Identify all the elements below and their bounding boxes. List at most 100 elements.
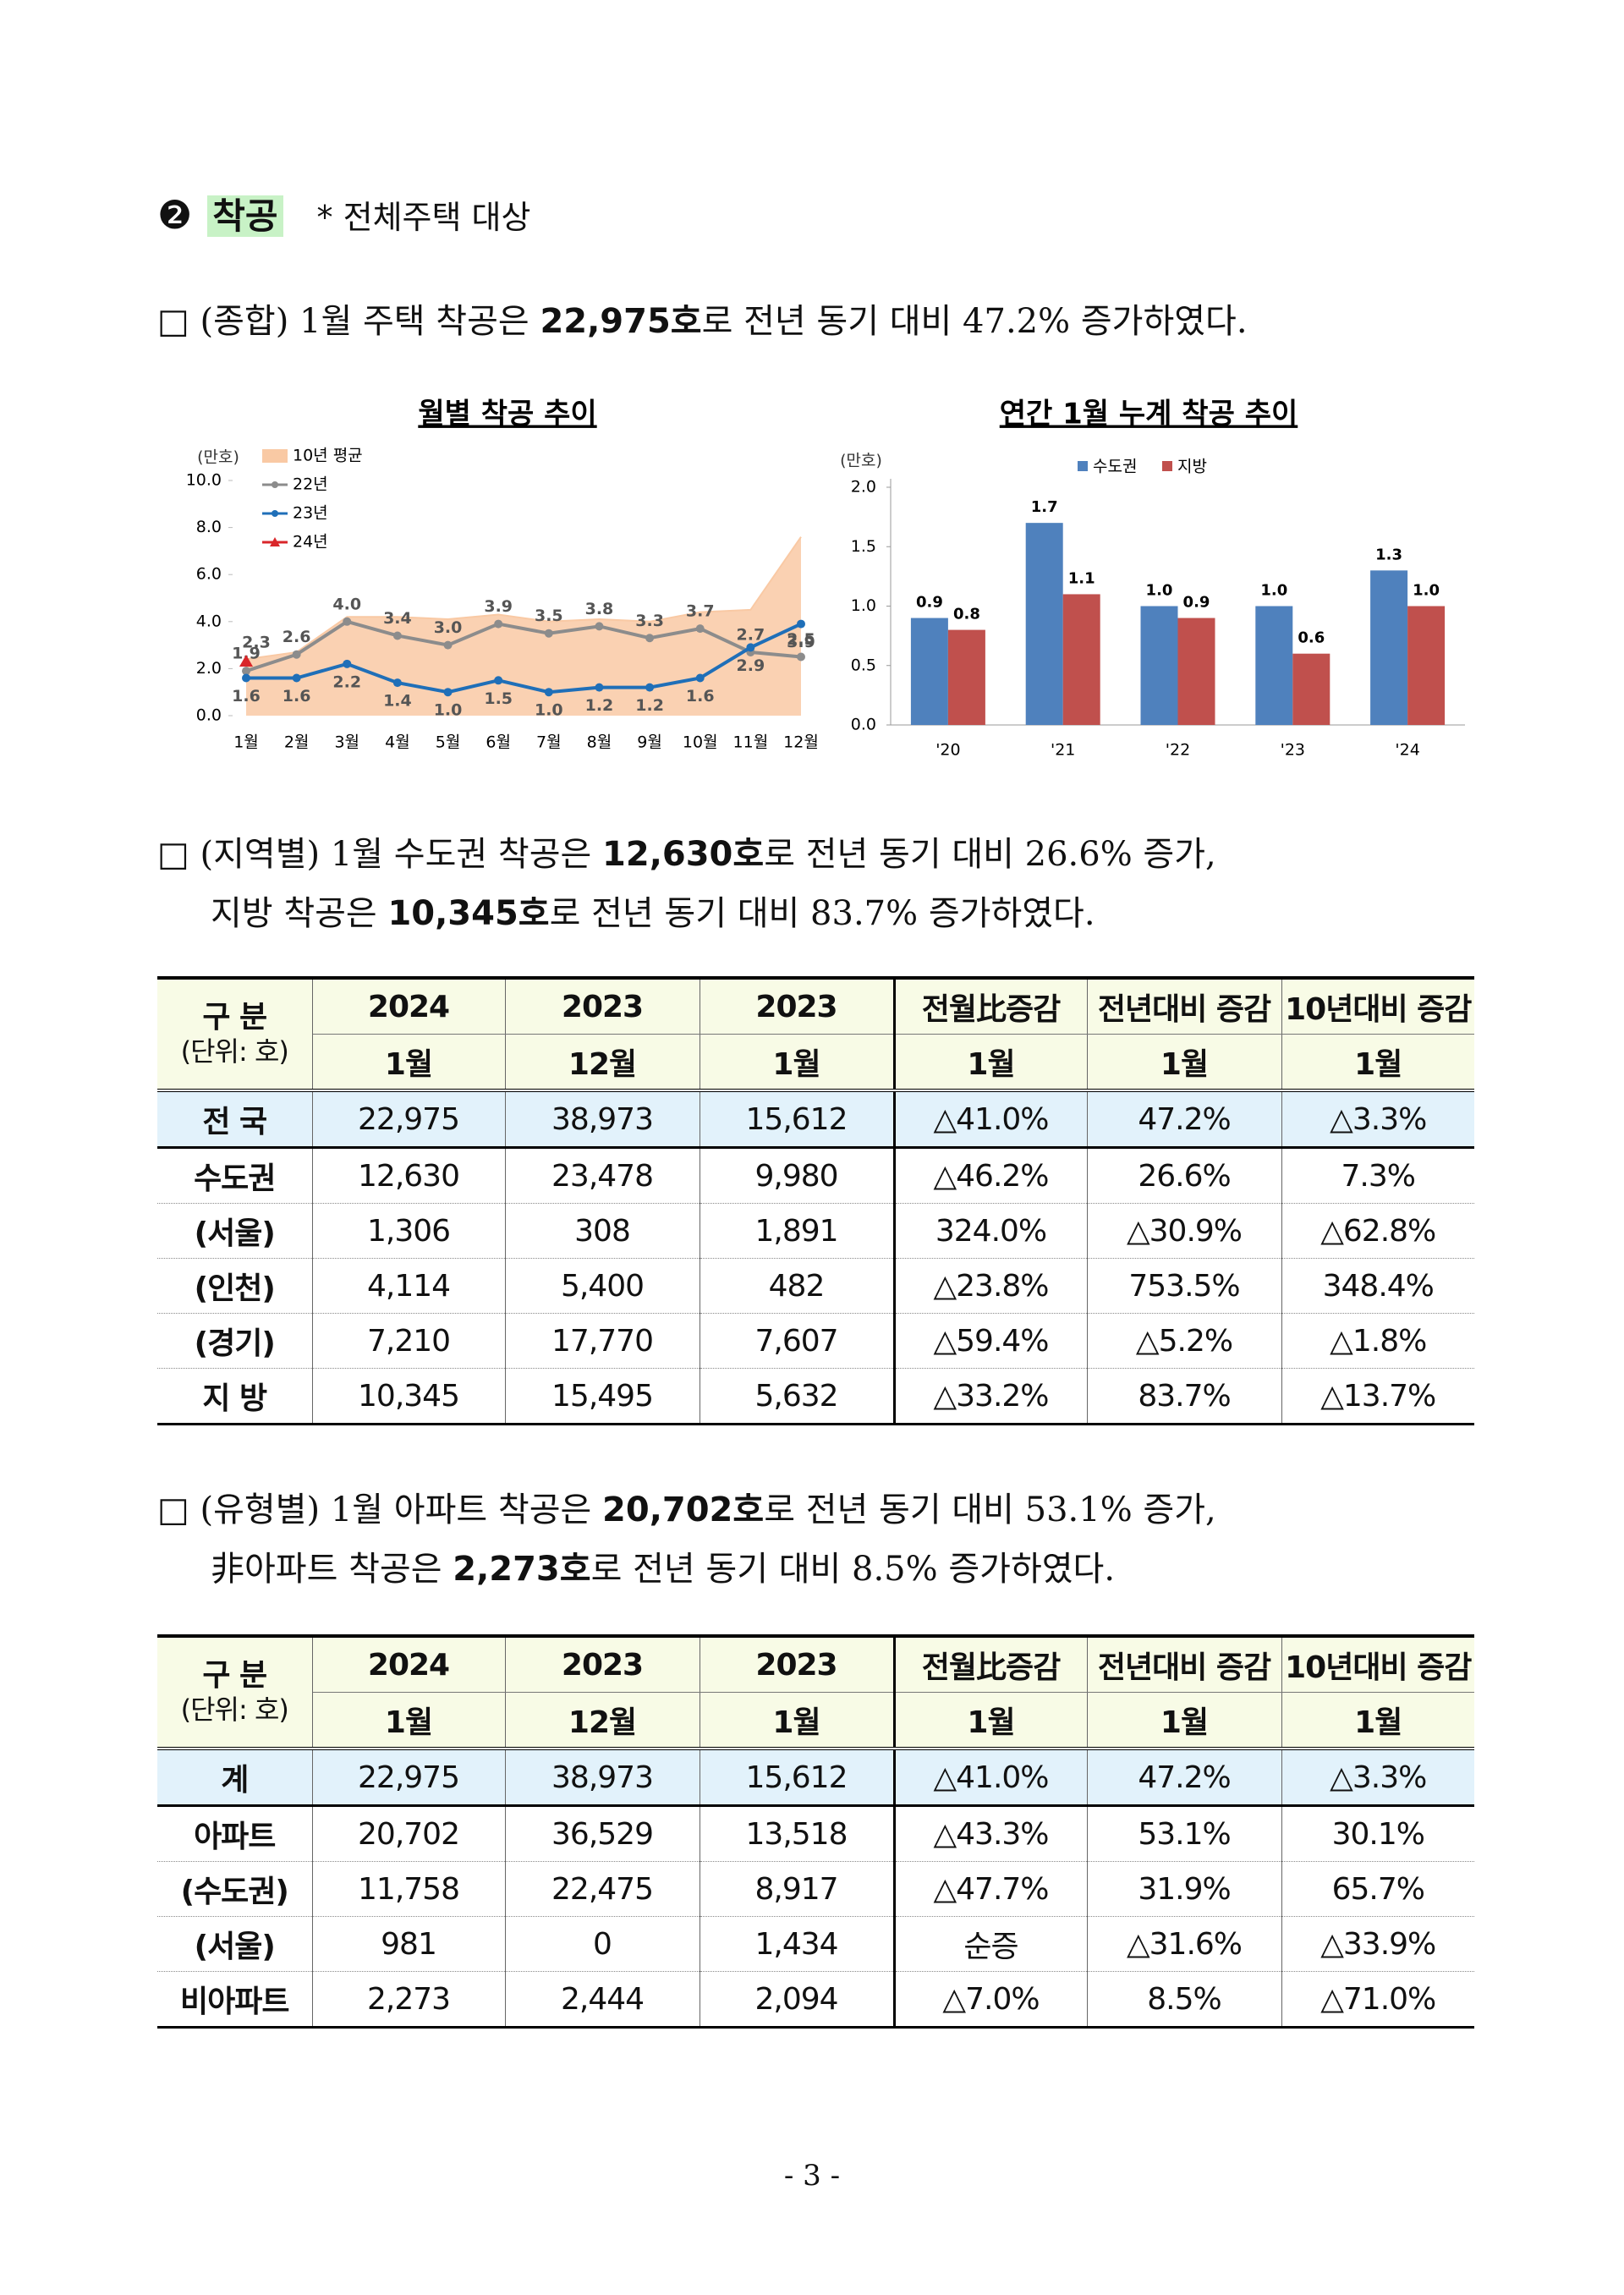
header-cell: 2024 <box>311 976 506 1035</box>
x-tick-label: 10월 <box>683 733 718 752</box>
table-row: (서울) 1,306 308 1,891 324.0% △30.9% △62.8% <box>157 1203 1474 1259</box>
legend-label: 10년 평균 <box>293 447 363 465</box>
data-point <box>695 624 705 634</box>
value-label: 3.8 <box>585 600 614 618</box>
text-run: 로 전년 동기 대비 53.1% 증가, <box>764 1491 1216 1529</box>
table-cell: 수도권 <box>157 1147 313 1204</box>
data-point <box>239 655 253 667</box>
header-cell: 2023 <box>699 976 896 1035</box>
value-label: 1.6 <box>232 687 261 706</box>
header-cell: 1월 <box>312 1692 506 1750</box>
table-cell: 38,973 <box>504 1749 700 1807</box>
x-tick-label: 12월 <box>783 733 819 752</box>
table-cell: 26.6% <box>1086 1147 1282 1204</box>
table-cell: 15,612 <box>699 1749 896 1807</box>
value-label: 1.6 <box>686 687 715 706</box>
value-label: 4.0 <box>332 595 361 613</box>
data-point <box>292 650 301 659</box>
value-label: 3.9 <box>484 597 513 616</box>
value-label: 1.2 <box>635 696 664 715</box>
header-cell: 전년대비 증감 <box>1086 1634 1282 1693</box>
table-cell: 2,273 <box>311 1971 506 2029</box>
value-label: 0.8 <box>953 606 980 623</box>
data-point <box>392 678 402 688</box>
table-container: 구 분 (단위: 호) 2024 2023 2023 전월比증감 전년대비 증감 10년대비 … <box>157 976 1474 1425</box>
table-cell: △1.8% <box>1281 1313 1474 1369</box>
header-cell: 1월 <box>1281 1692 1474 1750</box>
table-cell: 순증 <box>893 1916 1088 1972</box>
text-run: 12,630호 <box>602 835 765 874</box>
header-cell: 구 분 (단위: 호) <box>157 976 313 1092</box>
table-cell: 324.0% <box>893 1203 1088 1259</box>
table-cell: 지 방 <box>157 1368 313 1425</box>
value-label: 3.9 <box>787 633 815 651</box>
legend-swatch <box>1162 461 1172 471</box>
text-run: 2,273호 <box>453 1550 591 1589</box>
legend-marker <box>272 481 278 488</box>
x-tick-label: '24 <box>1395 741 1419 760</box>
header-cell: 1월 <box>699 1692 896 1750</box>
table-cell: △71.0% <box>1281 1971 1474 2029</box>
table-cell: △31.6% <box>1086 1916 1282 1972</box>
bar-chart: 연간 1월 누계 착공 추이 (만호) 0.0 0.5 1.0 1.5 2.0 '20 0.9 0… <box>840 398 1465 760</box>
table-cell: 83.7% <box>1086 1368 1282 1425</box>
table-row: 비아파트 2,273 2,444 2,094 △7.0% 8.5% △71.0% <box>157 1971 1474 2029</box>
table-cell: 65.7% <box>1281 1861 1474 1917</box>
table-cell: 23,478 <box>504 1147 700 1204</box>
table-cell: 2,094 <box>699 1971 896 2029</box>
data-point <box>494 619 503 629</box>
text-line: □ (지역별) 1월 수도권 착공은 12,630호로 전년 동기 대비 26.… <box>157 825 1216 884</box>
table-cell: 53.1% <box>1086 1805 1282 1862</box>
table-cell: △3.3% <box>1281 1749 1474 1807</box>
series-line <box>245 619 802 673</box>
table-cell: 13,518 <box>699 1805 896 1862</box>
header-cell: 2023 <box>699 1634 896 1693</box>
table-cell: 31.9% <box>1086 1861 1282 1917</box>
text-run: 지방 착공은 <box>211 894 388 933</box>
table-cell: 1,434 <box>699 1916 896 1972</box>
table-cell: 30.1% <box>1281 1805 1474 1862</box>
y-tick-label: 10.0 <box>186 471 222 490</box>
corner-label: 구 분 <box>202 1657 267 1693</box>
y-tick-label: 6.0 <box>196 565 222 584</box>
bar <box>1407 606 1446 725</box>
value-label: 1.7 <box>1031 498 1058 516</box>
y-tick-label: 1.0 <box>851 596 876 615</box>
text-run: □ (종합) 1월 주택 착공은 <box>157 302 540 341</box>
table-cell: 계 <box>157 1749 313 1807</box>
table-row: 수도권 12,630 23,478 9,980 △46.2% 26.6% 7.3% <box>157 1147 1474 1204</box>
table-cell: 7,607 <box>699 1313 896 1369</box>
table-cell: (서울) <box>157 1203 313 1259</box>
table-container: 구 분 (단위: 호) 2024 2023 2023 전월比증감 전년대비 증감 10년대비 … <box>157 1634 1474 2029</box>
bar <box>1177 618 1215 725</box>
table-cell: 0 <box>504 1916 700 1972</box>
table-cell: △33.2% <box>893 1368 1088 1425</box>
bar <box>947 629 985 725</box>
table-cell: 22,975 <box>311 1749 506 1807</box>
table-cell: 482 <box>699 1258 896 1314</box>
text-run: 10,345호 <box>387 894 550 933</box>
value-label: 3.4 <box>383 609 412 628</box>
value-label: 1.9 <box>232 645 261 663</box>
table-cell: 38,973 <box>504 1090 700 1149</box>
table-cell: 9,980 <box>699 1147 896 1204</box>
table-cell: △5.2% <box>1086 1313 1282 1369</box>
data-point <box>443 688 453 697</box>
legend-label: 지방 <box>1177 458 1207 476</box>
data-point <box>544 629 553 638</box>
table-cell: 348.4% <box>1281 1258 1474 1314</box>
text-run: 로 전년 동기 대비 26.6% 증가, <box>764 835 1216 874</box>
data-point <box>695 673 705 683</box>
value-label: 1.0 <box>535 701 563 720</box>
bar <box>1140 606 1178 725</box>
table-cell: △23.8% <box>893 1258 1088 1314</box>
text-run: 22,975호 <box>540 302 702 341</box>
table-cell: (수도권) <box>157 1861 313 1917</box>
table-cell: △46.2% <box>893 1147 1088 1204</box>
table-cell: 15,495 <box>504 1368 700 1425</box>
table-cell: 753.5% <box>1086 1258 1282 1314</box>
table-cell: 981 <box>311 1916 506 1972</box>
text-run: 20,702호 <box>602 1491 765 1529</box>
data-point <box>797 652 805 662</box>
header-cell: 2023 <box>504 1634 700 1693</box>
